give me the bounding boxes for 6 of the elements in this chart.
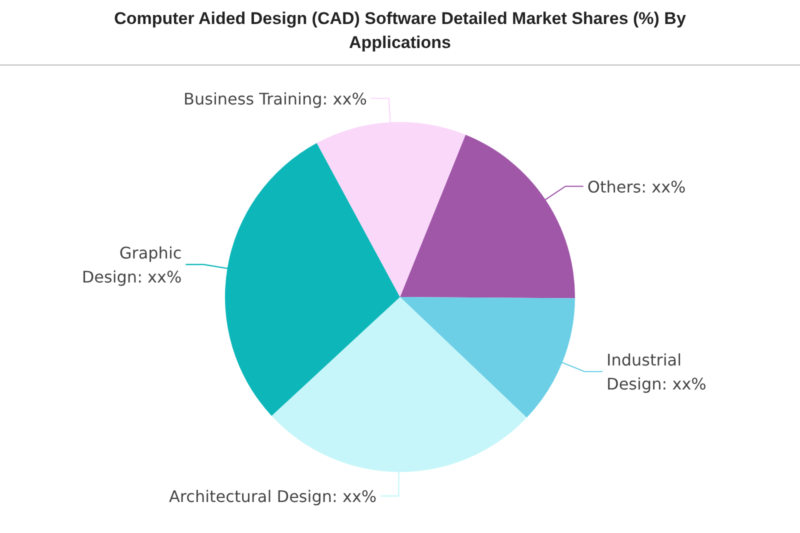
- chart-title: Computer Aided Design (CAD) Software Detailed Market Shares (%) By Applications: [114, 9, 686, 52]
- slice-label: Graphic Design: xx%: [82, 244, 182, 286]
- slice-label: Others: xx%: [587, 177, 686, 196]
- slice-label: Business Training: xx%: [184, 89, 367, 108]
- slice-label: Architectural Design: xx%: [168, 486, 377, 506]
- slice-label: Industrial Design: xx%: [606, 350, 706, 394]
